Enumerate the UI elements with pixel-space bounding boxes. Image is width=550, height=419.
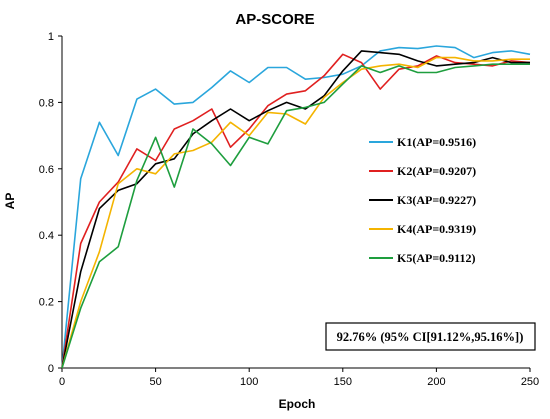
- legend: K1(AP=0.9516) K2(AP=0.9207) K3(AP=0.9227) K…: [369, 135, 476, 265]
- legend-label-k3: K3(AP=0.9227): [397, 193, 476, 207]
- legend-label-k2: K2(AP=0.9207): [397, 164, 476, 178]
- chart-title: AP-SCORE: [235, 11, 314, 28]
- series-line-k4: [61, 56, 530, 369]
- series-lines: [61, 45, 531, 369]
- x-tick-label: 200: [427, 376, 445, 388]
- y-tick-label: 0.8: [39, 97, 54, 109]
- y-axis-label: AP: [3, 193, 17, 210]
- ci-annotation-box: [325, 322, 536, 351]
- series-line-k2: [61, 53, 531, 369]
- legend-label-k4: K4(AP=0.9319): [397, 222, 476, 236]
- x-tick-label: 0: [59, 376, 65, 388]
- x-tick-label: 50: [149, 376, 161, 388]
- axes: 0 0.2 0.4 0.6 0.8 1 0 50 100 150 200 250: [39, 31, 539, 388]
- x-tick-label: 150: [334, 376, 352, 388]
- ci-annotation: 92.76% (95% CI[91.12%,95.16%]): [325, 322, 536, 351]
- y-tick-label: 1: [48, 31, 54, 43]
- series-line-k1: [61, 45, 531, 369]
- legend-label-k1: K1(AP=0.9516): [397, 135, 476, 149]
- y-tick-label: 0: [48, 363, 54, 375]
- y-tick-label: 0.6: [39, 164, 54, 176]
- y-tick-label: 0.2: [39, 297, 54, 309]
- y-tick-label: 0.4: [39, 230, 54, 242]
- legend-label-k5: K5(AP=0.9112): [397, 251, 476, 265]
- x-axis-label: Epoch: [279, 397, 316, 411]
- x-tick-label: 250: [521, 376, 539, 388]
- ci-annotation-text: 92.76% (95% CI[91.12%,95.16%]): [337, 330, 524, 344]
- x-tick-label: 100: [240, 376, 258, 388]
- series-line-k3: [61, 50, 530, 369]
- series-line-k5: [61, 63, 530, 369]
